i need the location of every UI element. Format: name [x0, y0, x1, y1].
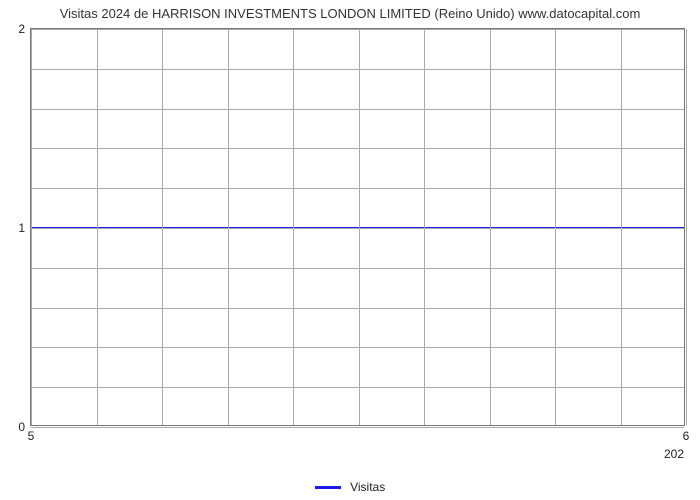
gridline-vertical: [359, 29, 360, 425]
gridline-vertical: [162, 29, 163, 425]
gridline-horizontal: [31, 347, 684, 348]
gridline-vertical: [228, 29, 229, 425]
gridline-horizontal: [31, 268, 684, 269]
gridline-vertical-major: [686, 29, 687, 425]
gridline-horizontal: [31, 188, 684, 189]
gridline-horizontal: [31, 387, 684, 388]
legend-label: Visitas: [350, 480, 385, 494]
y-tick-label: 0: [18, 420, 25, 434]
gridline-horizontal: [31, 69, 684, 70]
y-tick-label: 2: [18, 22, 25, 36]
gridline-vertical: [490, 29, 491, 425]
x-axis-sublabel: 202: [664, 447, 684, 461]
plot-area: 01256202: [30, 28, 685, 426]
y-tick-label: 1: [18, 221, 25, 235]
gridline-horizontal: [31, 109, 684, 110]
gridline-vertical-major: [31, 29, 32, 425]
gridline-vertical: [555, 29, 556, 425]
gridline-horizontal-major: [31, 29, 684, 30]
chart-container: Visitas 2024 de HARRISON INVESTMENTS LON…: [0, 0, 700, 500]
legend-swatch: [315, 486, 341, 489]
chart-title: Visitas 2024 de HARRISON INVESTMENTS LON…: [0, 6, 700, 21]
gridline-horizontal-major: [31, 427, 684, 428]
gridline-vertical: [97, 29, 98, 425]
legend: Visitas: [0, 479, 700, 494]
gridline-horizontal: [31, 148, 684, 149]
gridline-horizontal: [31, 308, 684, 309]
gridline-vertical: [293, 29, 294, 425]
x-tick-label: 6: [683, 429, 690, 443]
gridline-horizontal-major: [31, 228, 684, 229]
gridline-vertical: [424, 29, 425, 425]
gridline-vertical: [621, 29, 622, 425]
x-tick-label: 5: [28, 429, 35, 443]
